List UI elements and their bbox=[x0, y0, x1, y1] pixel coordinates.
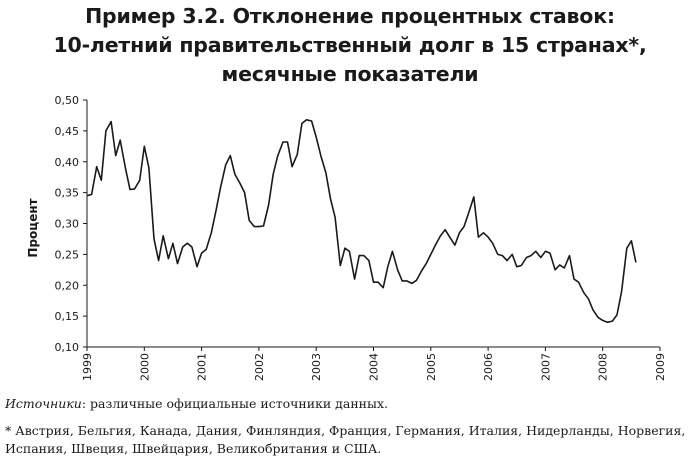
x-tick-label: 2002 bbox=[253, 353, 266, 381]
chart-marks bbox=[86, 119, 637, 324]
line-chart: 0,10 0,15 0,20 0,25 0,30 0,35 0,40 0,45 0,50 1999… bbox=[26, 94, 668, 381]
chart-title: Пример 3.2. Отклонение процентных ставок… bbox=[0, 2, 700, 89]
chart-axes: 0,10 0,15 0,20 0,25 0,30 0,35 0,40 0,45 0,50 1999… bbox=[55, 94, 668, 381]
y-tick-label: 0,45 bbox=[55, 125, 80, 138]
chart-title-line-3: месячные показатели bbox=[221, 62, 479, 86]
x-tick-label: 2000 bbox=[138, 353, 151, 381]
x-tick-label: 2004 bbox=[368, 353, 381, 381]
y-tick-label: 0,20 bbox=[55, 279, 80, 292]
x-tick-label: 2001 bbox=[196, 353, 209, 381]
sources-note: Источники: различные официальные источни… bbox=[5, 396, 388, 411]
x-tick-label: 1999 bbox=[81, 353, 94, 381]
chart-title-line-1: Пример 3.2. Отклонение процентных ставок… bbox=[85, 4, 615, 28]
x-tick-label: 2007 bbox=[539, 353, 552, 381]
y-tick-label: 0,10 bbox=[55, 341, 80, 354]
y-axis-label: Процент bbox=[26, 198, 40, 257]
y-tick-label: 0,50 bbox=[55, 94, 80, 107]
sources-text: : различные официальные источники данных… bbox=[81, 396, 388, 411]
y-tick-label: 0,15 bbox=[55, 310, 80, 323]
y-tick-label: 0,25 bbox=[55, 248, 80, 261]
countries-note-line-1: * Австрия, Бельгия, Канада, Дания, Финля… bbox=[5, 423, 686, 438]
countries-note-line-2: Испания, Швеция, Швейцария, Великобритан… bbox=[5, 441, 382, 456]
y-tick-label: 0,35 bbox=[55, 187, 80, 200]
x-tick-label: 2009 bbox=[654, 353, 667, 381]
chart-title-line-2: 10-летний правительственный долг в 15 ст… bbox=[53, 33, 647, 57]
y-tick-label: 0,30 bbox=[55, 218, 80, 231]
x-tick-label: 2006 bbox=[482, 353, 495, 381]
x-tick-label: 2008 bbox=[597, 353, 610, 381]
series-line bbox=[86, 119, 637, 324]
x-tick-label: 2003 bbox=[310, 353, 323, 381]
sources-label: Источники bbox=[5, 396, 82, 411]
y-tick-label: 0,40 bbox=[55, 156, 80, 169]
x-tick-label: 2005 bbox=[425, 353, 438, 381]
